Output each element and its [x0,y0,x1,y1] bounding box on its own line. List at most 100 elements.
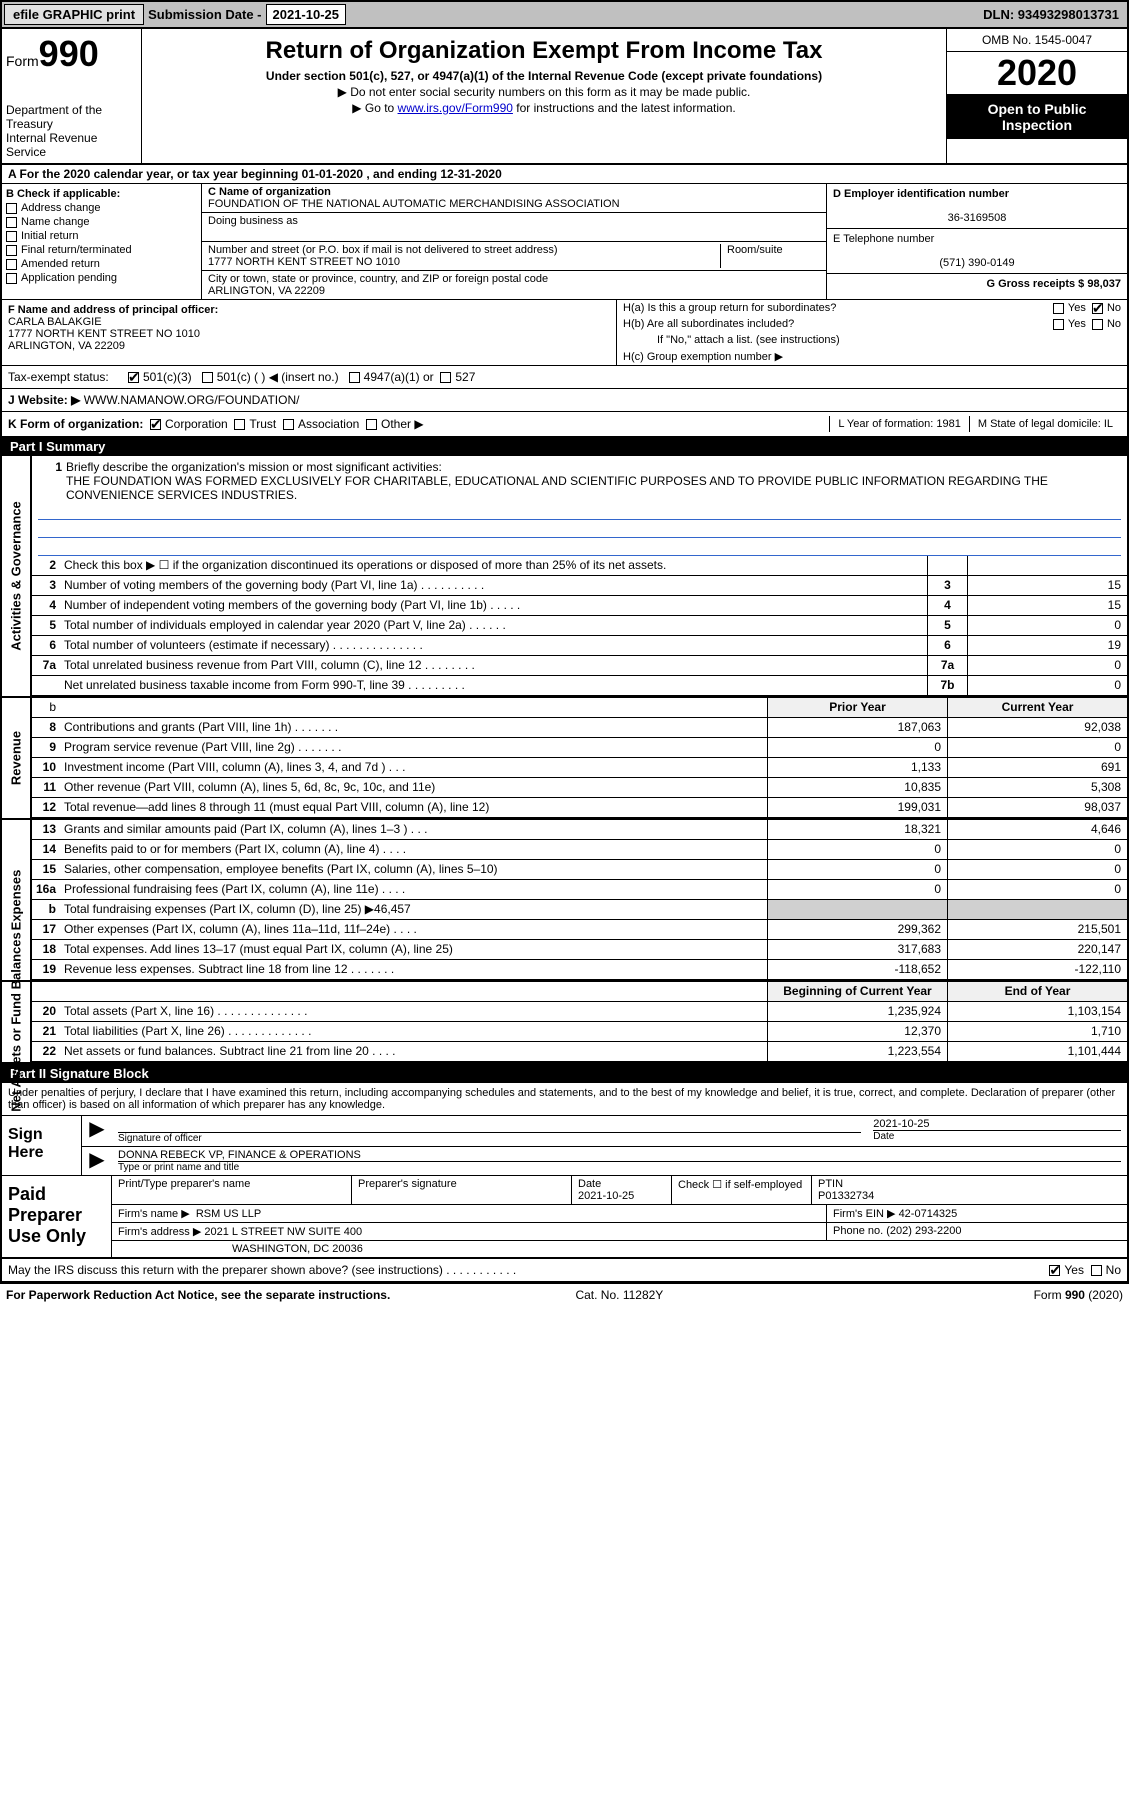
summary-line: 8Contributions and grants (Part VIII, li… [32,718,1127,738]
mission-text: THE FOUNDATION WAS FORMED EXCLUSIVELY FO… [66,474,1048,502]
form-header: Form990 Department of the Treasury Inter… [2,29,1127,165]
top-bar: efile GRAPHIC print Submission Date - 20… [0,0,1129,29]
summary-line: 20Total assets (Part X, line 16) . . . .… [32,1002,1127,1022]
section-b: B Check if applicable: Address change Na… [2,184,202,299]
section-h: H(a) Is this a group return for subordin… [617,300,1127,365]
form-title: Return of Organization Exempt From Incom… [146,37,942,65]
summary-line: 7aTotal unrelated business revenue from … [32,656,1127,676]
website-row: J Website: ▶ WWW.NAMANOW.ORG/FOUNDATION/ [2,389,1127,412]
chk-other[interactable] [366,419,377,430]
summary-line: 2Check this box ▶ ☐ if the organization … [32,556,1127,576]
vlabel-netassets: Net Assets or Fund Balances [2,982,32,1062]
k-org-row: K Form of organization: Corporation Trus… [2,412,1127,437]
chk-initial-return[interactable] [6,231,17,242]
summary-line: Net unrelated business taxable income fr… [32,676,1127,696]
form-subtitle: Under section 501(c), 527, or 4947(a)(1)… [146,69,942,83]
chk-ha-no[interactable] [1092,303,1103,314]
city-state-zip: ARLINGTON, VA 22209 [208,285,325,297]
sig-officer-label: Signature of officer [118,1132,861,1144]
tax-year: 2020 [947,52,1127,95]
sig-paragraph: Under penalties of perjury, I declare th… [2,1083,1127,1115]
prep-ptin: PTINP01332734 [812,1176,1127,1204]
chk-application-pending[interactable] [6,273,17,284]
page-footer: For Paperwork Reduction Act Notice, see … [0,1284,1129,1306]
part-i-header: Part I Summary [2,437,1127,456]
chk-amended-return[interactable] [6,259,17,270]
summary-line: 15Salaries, other compensation, employee… [32,860,1127,880]
form-note-2: ▶ Go to www.irs.gov/Form990 for instruct… [146,101,942,115]
summary-line: 21Total liabilities (Part X, line 26) . … [32,1022,1127,1042]
prep-sig-label: Preparer's signature [352,1176,572,1204]
arrow-icon: ▶ [82,1116,112,1146]
firm-address: Firm's address ▶ 2021 L STREET NW SUITE … [112,1223,827,1240]
omb-number: OMB No. 1545-0047 [947,29,1127,52]
chk-trust[interactable] [234,419,245,430]
part-ii-header: Part II Signature Block [2,1064,1127,1083]
chk-4947[interactable] [349,372,360,383]
subdate-value: 2021-10-25 [266,4,347,25]
summary-line: 3Number of voting members of the governi… [32,576,1127,596]
section-d: D Employer identification number 36-3169… [827,184,1127,229]
chk-name-change[interactable] [6,217,17,228]
period-row: A For the 2020 calendar year, or tax yea… [2,165,1127,184]
summary-line: 11Other revenue (Part VIII, column (A), … [32,778,1127,798]
website-url: WWW.NAMANOW.ORG/FOUNDATION/ [84,393,300,407]
officer-addr: 1777 NORTH KENT STREET NO 1010 ARLINGTON… [8,328,610,352]
firm-ein: Firm's EIN ▶ 42-0714325 [827,1205,1127,1222]
chk-501c[interactable] [202,372,213,383]
discuss-row: May the IRS discuss this return with the… [2,1259,1127,1282]
summary-line: 16aProfessional fundraising fees (Part I… [32,880,1127,900]
form-note-1: ▶ Do not enter social security numbers o… [146,85,942,99]
netassets-header: Beginning of Current Year End of Year [32,982,1127,1002]
chk-ha-yes[interactable] [1053,303,1064,314]
sig-date-label: Date [873,1130,1121,1142]
efile-button[interactable]: efile GRAPHIC print [4,4,144,25]
chk-hb-yes[interactable] [1053,319,1064,330]
sign-here-label: Sign Here [2,1116,82,1175]
section-c: C Name of organization FOUNDATION OF THE… [202,184,827,299]
summary-line: 6Total number of volunteers (estimate if… [32,636,1127,656]
chk-501c3[interactable] [128,372,139,383]
irs-link[interactable]: www.irs.gov/Form990 [398,101,513,115]
form-number: 990 [39,33,99,74]
chk-discuss-no[interactable] [1091,1265,1102,1276]
vlabel-governance: Activities & Governance [2,456,32,696]
officer-print-label: Type or print name and title [118,1161,1121,1173]
summary-line: 22Net assets or fund balances. Subtract … [32,1042,1127,1062]
org-name: FOUNDATION OF THE NATIONAL AUTOMATIC MER… [208,198,620,210]
open-to-public: Open to Public Inspection [947,95,1127,139]
ein: 36-3169508 [833,212,1121,224]
paid-preparer-label: Paid Preparer Use Only [2,1176,112,1257]
summary-line: 10Investment income (Part VIII, column (… [32,758,1127,778]
officer-name: CARLA BALAKGIE [8,316,610,328]
chk-corp[interactable] [150,419,161,430]
chk-final-return[interactable] [6,245,17,256]
summary-line: 9Program service revenue (Part VIII, lin… [32,738,1127,758]
year-formation: L Year of formation: 1981 [829,416,969,432]
dept-label: Department of the Treasury Internal Reve… [6,103,137,159]
chk-527[interactable] [440,372,451,383]
section-f: F Name and address of principal officer:… [2,300,617,365]
prep-name-label: Print/Type preparer's name [112,1176,352,1204]
prep-date: Date2021-10-25 [572,1176,672,1204]
state-domicile: M State of legal domicile: IL [969,416,1121,432]
chk-assoc[interactable] [283,419,294,430]
summary-line: 12Total revenue—add lines 8 through 11 (… [32,798,1127,818]
chk-address-change[interactable] [6,203,17,214]
chk-hb-no[interactable] [1092,319,1103,330]
form-prefix: Form [6,53,39,69]
two-col-header: b Prior Year Current Year [32,698,1127,718]
summary-line: bTotal fundraising expenses (Part IX, co… [32,900,1127,920]
section-e: E Telephone number (571) 390-0149 [827,229,1127,274]
subdate-label: Submission Date - [148,7,261,22]
sig-date: 2021-10-25 [873,1118,1121,1130]
arrow-icon: ▶ [82,1147,112,1175]
dln: DLN: 93493298013731 [983,7,1125,22]
chk-discuss-yes[interactable] [1049,1265,1060,1276]
summary-line: 14Benefits paid to or for members (Part … [32,840,1127,860]
section-g: G Gross receipts $ 98,037 [827,274,1127,294]
summary-line: 17Other expenses (Part IX, column (A), l… [32,920,1127,940]
summary-line: 13Grants and similar amounts paid (Part … [32,820,1127,840]
summary-line: 5Total number of individuals employed in… [32,616,1127,636]
prep-self-employed: Check ☐ if self-employed [672,1176,812,1204]
